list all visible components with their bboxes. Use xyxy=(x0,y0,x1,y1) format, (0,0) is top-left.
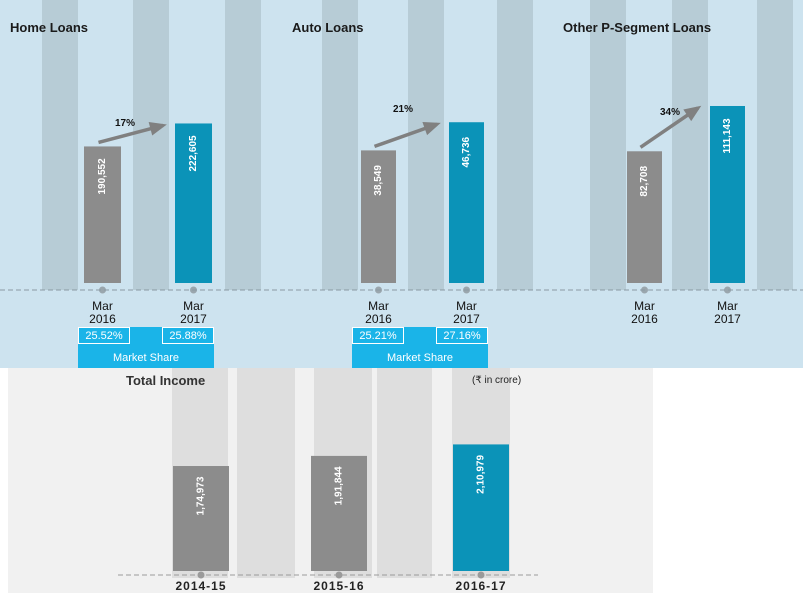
total-income-svg: Total Income (₹ in crore) 1,74,973 2014-15 1… xyxy=(118,368,538,593)
value-label-income-3: 2,10,979 xyxy=(476,455,487,494)
growth-arrowhead-auto xyxy=(422,121,441,136)
category-label-auto-1-line1: Mar xyxy=(368,299,389,313)
market-share-auto-2016: 25.21% xyxy=(352,327,404,344)
stripe-income-4 xyxy=(377,368,432,578)
market-share-auto-label: Market Share xyxy=(386,352,454,364)
value-label-other-1: 82,708 xyxy=(639,166,650,197)
chart-other: Other P-Segment Loans82,708Mar2016111,14… xyxy=(563,0,793,326)
chart-total-income: Total Income (₹ in crore) 1,74,973 2014-15 1… xyxy=(118,368,538,593)
category-label-income-1: 2014-15 xyxy=(175,579,226,593)
growth-label-other: 34% xyxy=(660,107,680,118)
category-label-home-1-line1: Mar xyxy=(92,299,113,313)
chart-title-total-income: Total Income xyxy=(126,373,205,388)
stripe-other-2 xyxy=(672,0,708,290)
category-label-other-2-line1: Mar xyxy=(717,299,738,313)
unit-note: (₹ in crore) xyxy=(472,375,521,386)
bar-other-1 xyxy=(627,151,662,283)
category-label-auto-1-line2: 2016 xyxy=(365,312,392,326)
category-label-income-3: 2016-17 xyxy=(455,579,506,593)
stripe-home-3 xyxy=(225,0,261,290)
value-label-home-1: 190,552 xyxy=(97,158,108,195)
growth-arrowhead-other xyxy=(683,105,702,122)
bar-income-1 xyxy=(173,466,229,571)
category-label-income-2: 2015-16 xyxy=(313,579,364,593)
value-label-home-2: 222,605 xyxy=(188,135,199,172)
category-label-other-2-line2: 2017 xyxy=(714,312,741,326)
bar-income-2 xyxy=(311,455,367,571)
value-label-auto-2: 46,736 xyxy=(461,137,472,168)
stripe-other-1 xyxy=(590,0,626,290)
category-label-home-1-line2: 2016 xyxy=(89,312,116,326)
value-label-income-1: 1,74,973 xyxy=(196,476,207,515)
category-label-home-2-line2: 2017 xyxy=(180,312,207,326)
axis-dot-home-1 xyxy=(99,286,106,294)
stripe-auto-2 xyxy=(408,0,444,290)
chart-title-other: Other P-Segment Loans xyxy=(563,20,711,35)
stripe-auto-3 xyxy=(497,0,533,290)
value-label-auto-1: 38,549 xyxy=(373,165,384,196)
bar-home-1 xyxy=(84,146,121,283)
bar-home-2 xyxy=(175,123,212,283)
stripe-income-2 xyxy=(237,368,295,578)
market-share-auto-2017: 27.16% xyxy=(436,327,488,344)
market-share-home-2016: 25.52% xyxy=(78,327,130,344)
stripe-other-3 xyxy=(757,0,793,290)
stripe-home-1 xyxy=(42,0,78,290)
category-label-other-1-line2: 2016 xyxy=(631,312,658,326)
stripe-home-2 xyxy=(133,0,169,290)
bar-auto-1 xyxy=(361,150,396,283)
growth-label-auto: 21% xyxy=(393,104,413,115)
category-label-auto-2-line2: 2017 xyxy=(453,312,480,326)
growth-arrowhead-home xyxy=(148,122,167,136)
category-label-home-2-line1: Mar xyxy=(183,299,204,313)
growth-label-home: 17% xyxy=(115,118,135,129)
bar-auto-2 xyxy=(449,122,484,284)
total-income-panel: Total Income (₹ in crore) 1,74,973 2014-15 1… xyxy=(8,368,653,593)
chart-home: Home Loans190,552Mar2016222,605Mar201717… xyxy=(10,0,261,326)
value-label-income-2: 1,91,844 xyxy=(334,466,345,505)
bar-income-3 xyxy=(453,444,509,571)
market-share-home-2017: 25.88% xyxy=(162,327,214,344)
chart-title-auto: Auto Loans xyxy=(292,20,364,35)
value-label-other-2: 111,143 xyxy=(722,118,733,153)
market-share-home-label: Market Share xyxy=(112,352,180,364)
loan-charts-panel: Home Loans 190,552 Mar 2016 222,605 Mar 2017 17… xyxy=(0,0,803,368)
bar-other-2 xyxy=(710,105,745,284)
market-share-home: 25.52% 25.88% Market Share xyxy=(78,327,214,368)
axis-dot-other-2 xyxy=(724,286,731,294)
market-share-auto: 25.21% 27.16% Market Share xyxy=(352,327,488,368)
stripe-auto-1 xyxy=(322,0,358,290)
category-label-other-1-line1: Mar xyxy=(634,299,655,313)
category-label-auto-2-line1: Mar xyxy=(456,299,477,313)
chart-title-home: Home Loans xyxy=(10,20,88,35)
loan-charts-svg: Home Loans190,552Mar2016222,605Mar201717… xyxy=(0,0,803,326)
